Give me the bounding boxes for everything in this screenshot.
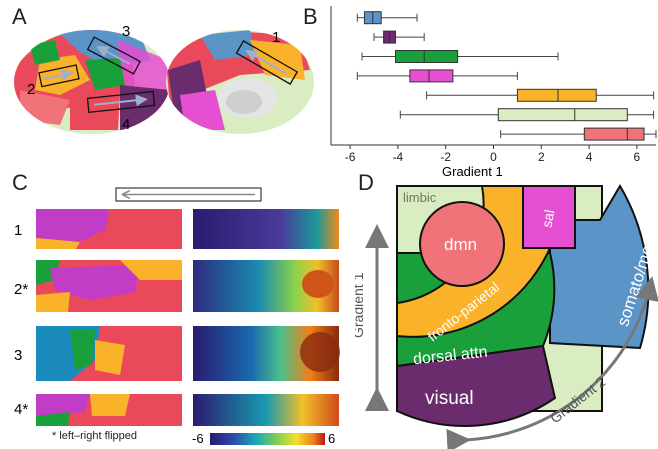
region-label-3: 3 (122, 23, 130, 40)
x-tick-label: -6 (345, 150, 356, 164)
row-label-4: 4* (14, 401, 28, 418)
x-tick-label: -4 (393, 150, 404, 164)
direction-arrow (115, 187, 262, 202)
region-box-3 (86, 36, 142, 75)
panel-d-schematic: limbic sal dmn fronto-parietal somato/mo… (355, 184, 658, 449)
row-label-1: 1 (14, 222, 22, 239)
network-patch-4 (36, 394, 182, 426)
box-group (356, 11, 657, 141)
label-limbic: limbic (403, 190, 437, 205)
row-label-2: 2* (14, 281, 28, 298)
region-box-2 (38, 64, 80, 88)
box-sal (409, 69, 454, 83)
panel-a-brains: 3 2 4 1 (14, 23, 314, 134)
box-dorsal-attn (395, 50, 459, 63)
region-box-1 (235, 40, 299, 85)
region-label-1: 1 (272, 29, 280, 46)
gradient1-label: Gradient 1 (355, 272, 366, 338)
right-brain-surface (166, 30, 314, 134)
colorbar-min-label: -6 (192, 431, 204, 446)
x-tick-label: 6 (634, 150, 641, 164)
x-ticks: -6 -4 -2 0 2 4 6 (345, 145, 641, 164)
row-label-3: 3 (14, 347, 22, 364)
colorbar-max-label: 6 (328, 431, 335, 446)
panel-c-zooms: 1 2* 3 4* -6 6 (14, 187, 340, 446)
region-label-2: 2 (27, 81, 35, 98)
x-tick-label: 2 (538, 150, 545, 164)
left-brain-surface (14, 30, 170, 134)
x-tick-label: 0 (490, 150, 497, 164)
label-dmn: dmn (444, 235, 477, 254)
network-patch-3 (36, 326, 182, 381)
gradient-patch-3 (193, 326, 340, 381)
colorbar (210, 433, 325, 445)
label-sal: sal (539, 208, 558, 228)
x-axis-label: Gradient 1 (442, 164, 503, 178)
gradient2-arrow (446, 276, 658, 449)
gradient-patch-1 (193, 209, 339, 249)
region-label-4: 4 (122, 116, 130, 133)
network-patch-2 (36, 260, 182, 312)
gradient-patch-2 (193, 260, 339, 312)
label-visual: visual (425, 388, 474, 409)
panel-letter-d: D (358, 170, 374, 195)
x-tick-label: 4 (586, 150, 593, 164)
panel-letter-a: A (12, 4, 27, 29)
network-patch-1 (36, 209, 182, 249)
x-tick-label: -2 (440, 150, 451, 164)
footnote: * left–right flipped (52, 430, 137, 442)
panel-letter-b: B (303, 4, 318, 29)
region-box-4 (86, 90, 156, 114)
box-limbic (497, 108, 628, 122)
box-fronto-parietal (516, 88, 597, 102)
gradient-patch-4 (193, 394, 339, 426)
panel-letter-c: C (12, 170, 28, 195)
box-dmn (583, 127, 645, 141)
gradient-boxplot: -6 -4 -2 0 2 4 6 Gradient 1 (330, 6, 657, 178)
